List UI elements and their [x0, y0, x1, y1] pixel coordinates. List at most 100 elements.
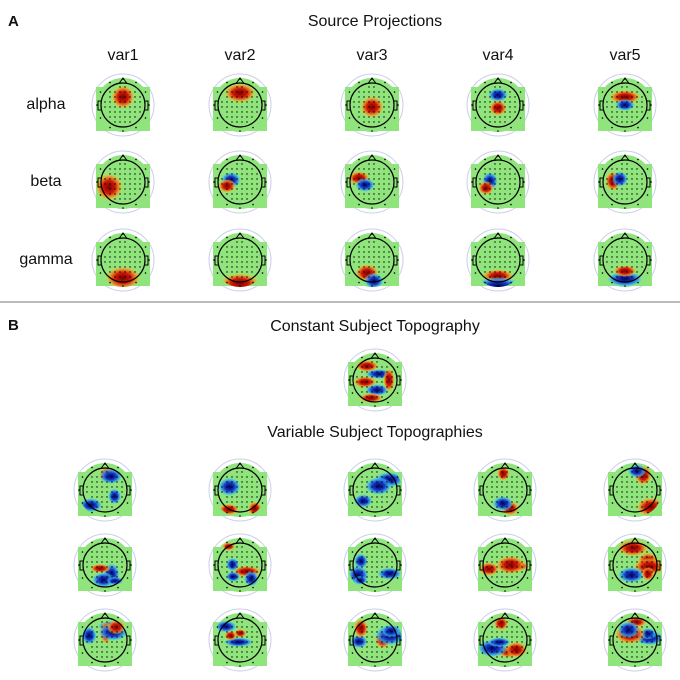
electrode — [491, 626, 493, 628]
electrode — [611, 266, 613, 268]
electrode — [91, 481, 93, 483]
electrode — [396, 577, 399, 579]
electrode — [631, 251, 633, 253]
electrode — [388, 266, 390, 268]
electrode — [114, 91, 116, 93]
electrode — [119, 111, 121, 113]
electrode — [221, 491, 223, 493]
electrode — [646, 626, 648, 628]
electrode — [139, 251, 141, 253]
electrode — [631, 631, 633, 633]
electrode — [119, 91, 121, 93]
electrode — [239, 155, 241, 157]
electrode — [231, 91, 233, 93]
electrode — [246, 651, 248, 653]
electrode — [116, 631, 118, 633]
electrode — [109, 173, 111, 175]
electrode — [474, 117, 477, 119]
topography — [603, 533, 667, 597]
electrode — [511, 501, 513, 503]
electrode — [634, 463, 636, 465]
topography — [91, 73, 155, 137]
electrode — [386, 571, 388, 573]
electrode — [358, 251, 360, 253]
electrode — [616, 178, 618, 180]
electrode — [363, 188, 365, 190]
electrode — [471, 259, 473, 261]
electrode — [241, 261, 243, 263]
electrode — [517, 616, 519, 619]
electrode — [371, 207, 373, 209]
topography — [603, 608, 667, 672]
electrode — [376, 561, 378, 563]
electrode — [371, 641, 373, 643]
electrode — [616, 491, 618, 493]
electrode — [109, 101, 111, 103]
electrode — [371, 656, 373, 658]
electrode — [96, 551, 98, 553]
electrode — [656, 502, 659, 504]
electrode — [261, 117, 264, 119]
electrode — [96, 571, 98, 573]
electrode — [636, 256, 638, 258]
electrode — [366, 551, 368, 553]
electrode — [351, 392, 354, 394]
electrode — [631, 101, 633, 103]
electrode — [484, 91, 486, 93]
electrode — [119, 106, 121, 108]
electrode — [356, 641, 358, 643]
electrode — [226, 636, 228, 638]
electrode — [236, 91, 238, 93]
electrode — [521, 556, 523, 558]
electrode — [373, 198, 375, 200]
electrode — [213, 181, 215, 183]
electrode — [636, 546, 638, 548]
topography — [593, 150, 657, 214]
electrode — [213, 104, 215, 106]
electrode — [231, 271, 233, 273]
electrode — [124, 193, 126, 195]
electrode — [388, 261, 390, 263]
electrode — [111, 566, 113, 568]
electrode — [381, 376, 383, 378]
electrode — [381, 496, 383, 498]
electrode — [506, 476, 508, 478]
activity-blob — [105, 266, 141, 287]
electrode — [636, 246, 638, 248]
electrode — [368, 96, 370, 98]
electrode — [621, 163, 623, 165]
electrode — [101, 636, 103, 638]
electrode — [521, 561, 523, 563]
electrode — [504, 613, 506, 615]
ear — [657, 560, 661, 571]
electrode — [494, 241, 496, 243]
electrode — [497, 207, 499, 209]
electrode — [246, 96, 248, 98]
electrode — [479, 106, 481, 108]
electrode — [231, 111, 233, 113]
electrode — [241, 556, 243, 558]
electrode — [96, 506, 98, 508]
electrode — [509, 111, 511, 113]
electrode — [509, 178, 511, 180]
electrode — [499, 121, 501, 123]
electrode — [116, 486, 118, 488]
electrode — [86, 566, 88, 568]
ear — [472, 100, 476, 111]
electrode — [241, 163, 243, 165]
electrode — [396, 392, 399, 394]
electrode — [353, 261, 355, 263]
electrode — [631, 193, 633, 195]
electrode — [626, 168, 628, 170]
electrode — [636, 621, 638, 623]
electrode — [506, 556, 508, 558]
electrode — [371, 566, 373, 568]
activity-blob — [641, 566, 655, 581]
electrode — [236, 256, 238, 258]
electrode — [376, 391, 378, 393]
activity-blob — [224, 630, 237, 641]
electrode — [96, 646, 98, 648]
electrode — [646, 571, 648, 573]
electrode — [91, 616, 93, 619]
electrode — [111, 501, 113, 503]
